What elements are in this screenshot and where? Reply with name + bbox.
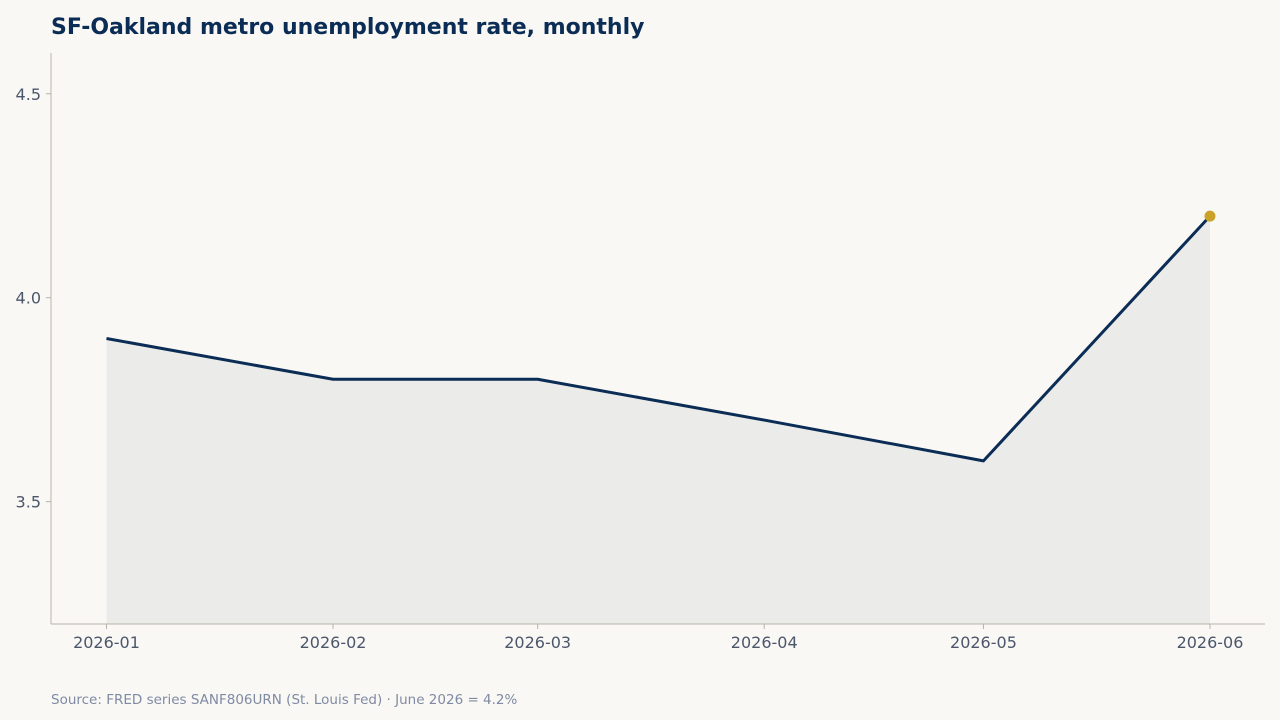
x-tick-label: 2026-04 (731, 633, 798, 652)
y-axis-ticks: 3.5 4.0 4.5 (16, 85, 51, 512)
plot-area (106, 210, 1216, 624)
chart-title: SF-Oakland metro unemployment rate, mont… (51, 15, 644, 40)
source-note: Source: FRED series SANF806URN (St. Loui… (51, 692, 518, 708)
x-tick-label: 2026-01 (73, 633, 140, 652)
y-tick-label: 4.0 (16, 289, 41, 308)
y-tick-label: 3.5 (16, 493, 41, 512)
area-fill (106, 216, 1210, 624)
x-axis-ticks: 2026-01 2026-02 2026-03 2026-04 2026-05 2026-… (73, 624, 1243, 652)
x-tick-label: 2026-06 (1177, 633, 1244, 652)
series-line (106, 215, 1212, 463)
y-tick-label: 4.5 (16, 85, 41, 104)
x-tick-label: 2026-05 (950, 633, 1017, 652)
highlight-point (1204, 210, 1216, 222)
x-tick-label: 2026-02 (300, 633, 367, 652)
x-tick-label: 2026-03 (504, 633, 571, 652)
